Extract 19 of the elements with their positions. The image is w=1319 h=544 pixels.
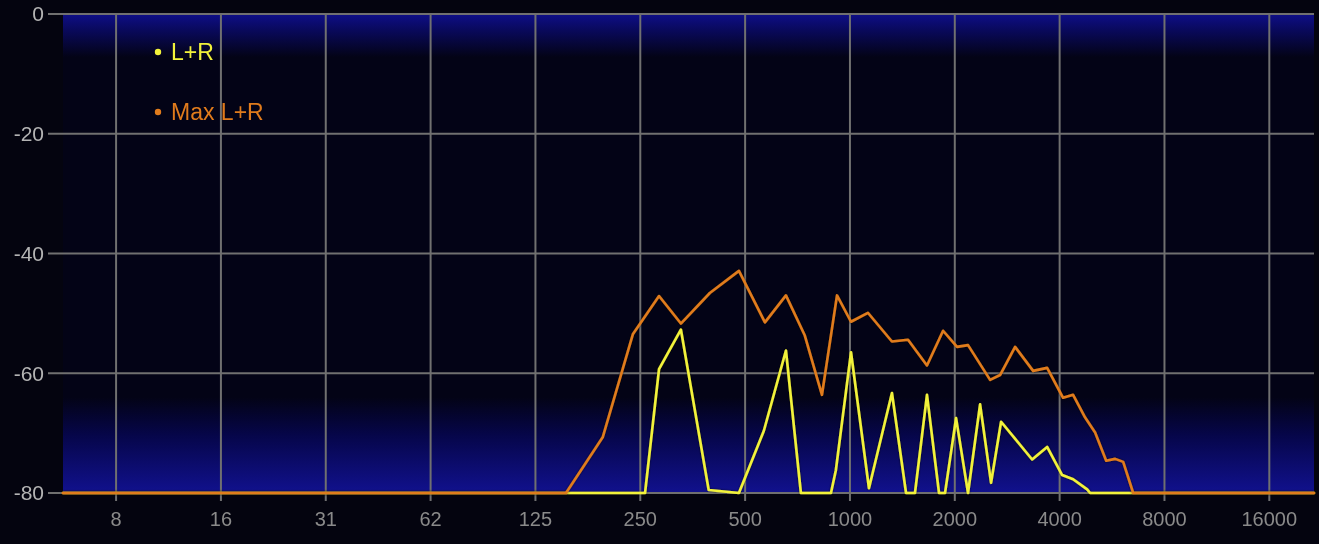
x-tick-label: 62 bbox=[419, 508, 442, 530]
y-tick-label: -20 bbox=[13, 122, 44, 146]
x-tick-label: 250 bbox=[623, 508, 657, 530]
x-tick-label: 125 bbox=[518, 508, 553, 530]
y-tick-label: -80 bbox=[13, 481, 44, 505]
x-tick-label: 1000 bbox=[827, 508, 873, 530]
x-tick-label: 500 bbox=[728, 508, 762, 530]
legend-label: L+R bbox=[171, 39, 214, 66]
x-tick-label: 8 bbox=[110, 508, 122, 530]
y-tick-label: -40 bbox=[13, 241, 44, 265]
x-tick-label: 2000 bbox=[932, 508, 978, 530]
y-tick-label: -60 bbox=[13, 361, 44, 385]
x-tick-label: 16 bbox=[209, 508, 233, 530]
x-tick-label: 8000 bbox=[1142, 508, 1187, 530]
legend-label: Max L+R bbox=[171, 99, 264, 126]
y-tick-label: 0 bbox=[32, 2, 44, 26]
x-tick-label: 4000 bbox=[1037, 508, 1082, 530]
x-tick-label: 31 bbox=[314, 508, 337, 530]
x-tick-label: 16000 bbox=[1241, 508, 1298, 530]
